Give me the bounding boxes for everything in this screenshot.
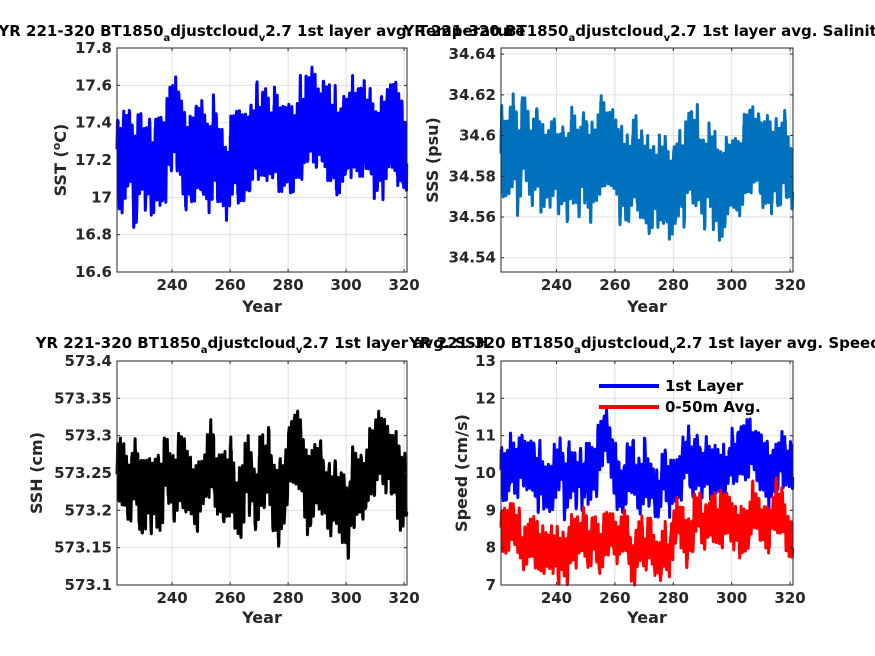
y-tick-label: 34.54 (449, 249, 496, 267)
y-tick-label: 17.2 (75, 151, 112, 169)
y-axis-label: SSS (psu) (423, 117, 442, 203)
x-tick-label: 240 (541, 589, 572, 607)
x-axis-label: Year (241, 297, 282, 316)
panel-ssh: 240 260 280 300 320 573.1 573.15 573.2 573.25 573… (27, 334, 488, 627)
x-tick-label: 320 (774, 589, 805, 607)
panel-sst: 240 260 280 300 320 16.6 16.8 17 17.2 17.4 17.6 17.… (0, 22, 526, 316)
x-tick-label: 240 (156, 589, 187, 607)
x-tick-label: 300 (330, 276, 361, 294)
y-tick-label: 11 (475, 427, 496, 445)
y-axis-label: SSH (cm) (27, 432, 46, 514)
y-axis-label: Speed (cm/s) (452, 414, 471, 532)
y-tick-label: 10 (475, 464, 496, 482)
y-tick-label: 8 (486, 539, 496, 557)
x-axis-label: Year (241, 608, 282, 627)
x-tick-label: 300 (330, 589, 361, 607)
x-tick-label: 260 (214, 276, 245, 294)
y-tick-label: 573.25 (54, 464, 112, 482)
y-tick-label: 16.6 (75, 263, 112, 281)
x-tick-label: 300 (716, 589, 747, 607)
x-axis-label: Year (626, 608, 667, 627)
y-tick-label: 573.4 (65, 352, 112, 370)
series-line-0 (115, 65, 409, 229)
chart-title: YR 221-320 BT1850adjustcloudv2.7 1st lay… (408, 334, 875, 356)
x-tick-label: 280 (272, 589, 303, 607)
x-tick-label: 320 (774, 276, 805, 294)
y-tick-label: 9 (486, 501, 496, 519)
x-tick-label: 240 (156, 276, 187, 294)
chart-title: YR 221-320 BT1850adjustcloudv2.7 1st lay… (0, 22, 526, 44)
panel-sss: 240 260 280 300 320 34.54 34.56 34.58 34.6 34.62 3… (402, 22, 875, 316)
x-tick-label: 280 (272, 276, 303, 294)
x-tick-label: 240 (541, 276, 572, 294)
y-tick-label: 17.8 (75, 39, 112, 57)
y-tick-label: 34.58 (449, 167, 496, 185)
x-tick-label: 320 (388, 276, 419, 294)
chart-title: YR 221-320 BT1850adjustcloudv2.7 1st lay… (402, 22, 875, 44)
x-tick-label: 260 (599, 589, 630, 607)
y-tick-label: 573.15 (54, 539, 112, 557)
y-tick-label: 34.56 (449, 208, 496, 226)
series-line-1 (499, 476, 795, 587)
panel-speed: 240 260 280 300 320 7 8 9 10 11 12 13 Year Speed (cm/… (408, 334, 875, 627)
x-tick-label: 260 (599, 276, 630, 294)
y-tick-label: 573.1 (65, 576, 112, 594)
y-axis-label: SST (oC) (50, 124, 70, 197)
y-tick-label: 16.8 (75, 226, 112, 244)
y-tick-label: 7 (486, 576, 496, 594)
x-tick-label: 300 (716, 276, 747, 294)
y-tick-label: 17 (91, 188, 112, 206)
y-tick-label: 34.62 (449, 86, 496, 104)
y-tick-label: 17.4 (75, 114, 112, 132)
legend-label: 1st Layer (665, 377, 744, 395)
y-tick-label: 573.3 (65, 427, 112, 445)
series-line-0 (115, 409, 409, 560)
y-tick-label: 573.35 (54, 389, 112, 407)
y-tick-label: 34.6 (459, 127, 496, 145)
x-tick-label: 320 (388, 589, 419, 607)
y-tick-label: 34.64 (449, 45, 496, 63)
y-tick-label: 13 (475, 352, 496, 370)
x-axis-label: Year (626, 297, 667, 316)
legend-label: 0-50m Avg. (665, 398, 761, 416)
x-tick-label: 280 (658, 589, 689, 607)
axes-frame (500, 47, 794, 273)
x-tick-label: 260 (214, 589, 245, 607)
series-line-0 (499, 408, 795, 522)
x-tick-label: 280 (658, 276, 689, 294)
chart-title: YR 221-320 BT1850adjustcloudv2.7 1st lay… (35, 334, 489, 356)
y-tick-label: 17.6 (75, 76, 112, 94)
y-tick-label: 573.2 (65, 501, 112, 519)
y-tick-label: 12 (475, 389, 496, 407)
series-line-0 (499, 92, 795, 242)
